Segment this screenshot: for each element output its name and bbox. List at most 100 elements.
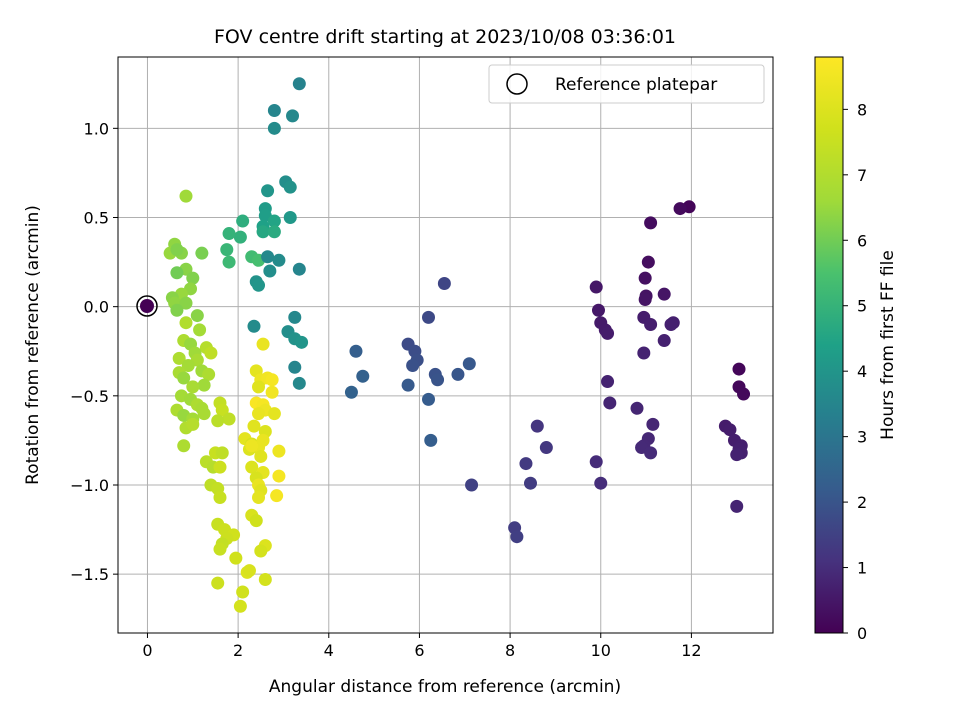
colorbar-tick-label: 5	[857, 297, 867, 316]
data-point	[261, 184, 275, 198]
data-point	[732, 362, 746, 376]
data-point	[510, 530, 524, 544]
data-point	[186, 271, 200, 285]
colorbar-gradient	[815, 57, 843, 633]
data-point	[603, 396, 617, 410]
data-point	[245, 460, 259, 474]
reference-point-fill	[140, 299, 154, 313]
data-point	[254, 544, 268, 558]
data-point	[292, 262, 306, 276]
data-point	[197, 407, 211, 421]
x-tick-label: 2	[233, 641, 243, 660]
x-tick-label: 8	[505, 641, 515, 660]
colorbar: 0 1 2 3 4 5 6 7 8 Hours from first FF file	[814, 56, 898, 643]
data-point	[211, 576, 225, 590]
colorbar-tick-label: 1	[857, 559, 867, 578]
data-point	[204, 346, 218, 360]
data-point	[252, 380, 266, 394]
colorbar-tick-label: 8	[857, 100, 867, 119]
data-point	[254, 449, 268, 463]
data-point	[222, 412, 236, 426]
colorbar-tick-label: 6	[857, 231, 867, 250]
data-point	[267, 407, 281, 421]
data-point	[220, 243, 234, 257]
x-axis-label: Angular distance from reference (arcmin)	[269, 677, 621, 697]
colorbar-tick-label: 3	[857, 428, 867, 447]
data-point	[637, 346, 651, 360]
colorbar-tick-label: 2	[857, 493, 867, 512]
y-tick-label: −1.0	[70, 476, 109, 495]
data-point	[422, 392, 436, 406]
x-tick-label: 0	[142, 641, 152, 660]
data-point	[601, 326, 615, 340]
data-point	[177, 439, 191, 453]
data-point	[424, 433, 438, 447]
legend-box	[488, 64, 765, 104]
data-point	[594, 476, 608, 490]
data-point	[295, 335, 309, 349]
legend: Reference platepar	[488, 64, 765, 104]
colorbar-tick-label: 0	[857, 624, 867, 643]
data-point	[229, 551, 243, 565]
data-point	[539, 441, 553, 455]
data-point	[247, 319, 261, 333]
data-point	[406, 359, 420, 373]
data-point	[589, 455, 603, 469]
y-axis-label: Rotation from reference (arcmin)	[23, 205, 43, 485]
data-point	[181, 359, 195, 373]
data-point	[267, 103, 281, 117]
data-point	[657, 287, 671, 301]
data-point	[356, 369, 370, 383]
data-point	[179, 316, 193, 330]
colorbar-tick-label: 7	[857, 166, 867, 185]
data-point	[256, 433, 270, 447]
data-point	[179, 296, 193, 310]
data-point	[283, 180, 297, 194]
data-point	[288, 310, 302, 324]
data-point	[170, 266, 184, 280]
legend-marker-icon	[506, 73, 528, 95]
data-point	[261, 250, 275, 264]
x-tick-label: 6	[414, 641, 424, 660]
data-point	[245, 439, 259, 453]
colorbar-frame	[814, 56, 844, 634]
data-point	[401, 378, 415, 392]
data-point	[737, 387, 751, 401]
colorbar-label: Hours from first FF file	[878, 250, 898, 440]
data-point	[591, 303, 605, 317]
data-point	[730, 499, 744, 513]
data-point	[630, 401, 644, 415]
data-point	[270, 489, 284, 503]
data-point	[267, 121, 281, 135]
data-point	[523, 476, 537, 490]
data-point	[519, 457, 533, 471]
y-tick-label: −1.5	[70, 565, 109, 584]
data-point	[664, 317, 678, 331]
data-point	[730, 448, 744, 462]
data-point	[265, 373, 279, 387]
data-point	[256, 225, 270, 239]
data-point	[193, 323, 207, 337]
reference-marker	[136, 295, 158, 317]
data-point	[673, 202, 687, 216]
data-point	[177, 371, 191, 385]
data-point	[215, 446, 229, 460]
data-point	[172, 351, 186, 365]
data-point	[236, 585, 250, 599]
data-point	[242, 564, 256, 578]
data-point	[723, 423, 737, 437]
data-points	[163, 77, 751, 613]
grid	[118, 57, 773, 633]
data-point	[465, 478, 479, 492]
data-point	[211, 414, 225, 428]
chart-title: FOV centre drift starting at 2023/10/08 …	[214, 26, 676, 48]
data-point	[236, 214, 250, 228]
data-point	[638, 293, 652, 307]
y-tick-label: 1.0	[84, 119, 109, 138]
data-point	[422, 310, 436, 324]
data-point	[195, 246, 209, 260]
data-point	[258, 573, 272, 587]
data-point	[222, 227, 236, 241]
data-point	[267, 214, 281, 228]
